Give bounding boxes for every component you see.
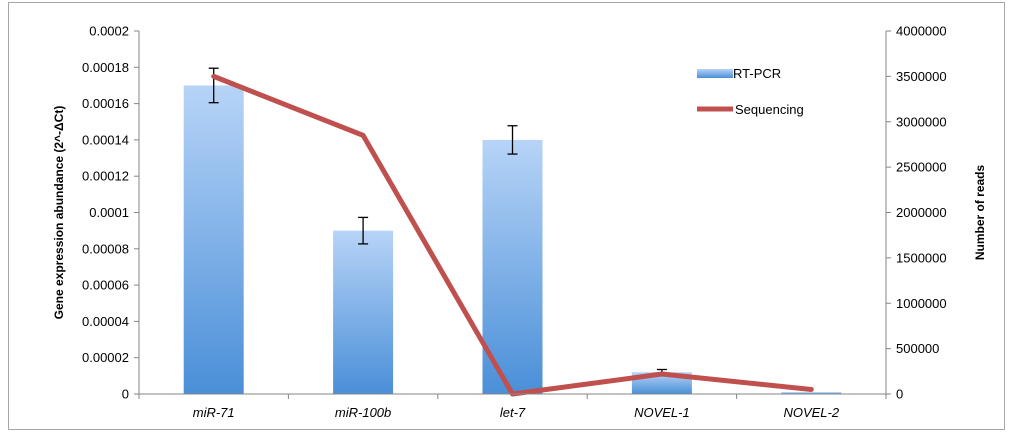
- y-tick-label: 0.00016: [82, 96, 129, 111]
- error-bar-let-7: [507, 125, 518, 155]
- legend-label-rt-pcr: RT-PCR: [733, 66, 781, 81]
- y2-tick-label: 4000000: [896, 24, 947, 39]
- error-bar-mir-100b: [358, 216, 369, 245]
- bar-mir-100b: [333, 230, 394, 394]
- bars-layer: [183, 85, 842, 394]
- error-bars-layer: [208, 67, 667, 376]
- y-tick-label: 0.00002: [82, 350, 129, 365]
- y-tick-label: 0.00018: [82, 60, 129, 75]
- y2-tick-label: 2500000: [896, 160, 947, 175]
- bar-mir-71: [183, 85, 244, 394]
- y-tick-label: 0.00006: [82, 278, 129, 293]
- legend-item-sequencing: Sequencing: [697, 102, 804, 117]
- bar-let-7: [482, 139, 543, 394]
- x-tick-label: miR-71: [193, 405, 235, 420]
- legend-label-sequencing: Sequencing: [735, 102, 804, 117]
- y2-tick-label: 3500000: [896, 69, 947, 84]
- y-tick-label: 0.0001: [89, 205, 129, 220]
- y2-tick-label: 2000000: [896, 205, 947, 220]
- y-tick-label: 0: [122, 387, 129, 402]
- y-axis-title: Gene expression abundance (2^-ΔCt): [52, 106, 66, 320]
- y2-tick-label: 3000000: [896, 114, 947, 129]
- combo-chart: 0 0.00002 0.00004 0.00006 0.00008 0.0001 0.000…: [52, 24, 987, 421]
- y2-tick-label: 1500000: [896, 250, 947, 265]
- legend-item-rt-pcr: RT-PCR: [697, 66, 781, 81]
- y-tick-label: 0.00008: [82, 241, 129, 256]
- y-tick-label: 0.00012: [82, 169, 129, 184]
- x-tick-label: miR-100b: [335, 405, 391, 420]
- legend-swatch-bar: [697, 69, 733, 78]
- x-tick-label: let-7: [500, 405, 526, 420]
- y-tick-label: 0.0002: [89, 24, 129, 39]
- y-tick-label: 0.00014: [82, 132, 129, 147]
- chart-frame: 0 0.00002 0.00004 0.00006 0.00008 0.0001 0.000…: [8, 2, 1005, 430]
- legend: RT-PCR Sequencing: [697, 66, 804, 117]
- y2-tick-label: 500000: [896, 341, 939, 356]
- bar-novel-2: [781, 392, 842, 394]
- x-tick-label: NOVEL-2: [783, 405, 839, 420]
- axes-layer: 0 0.00002 0.00004 0.00006 0.00008 0.0001 0.000…: [52, 24, 987, 421]
- y2-tick-label: 0: [896, 387, 903, 402]
- y2-axis-title: Number of reads: [973, 164, 987, 260]
- x-tick-label: NOVEL-1: [634, 405, 690, 420]
- y-tick-label: 0.00004: [82, 314, 129, 329]
- y2-tick-label: 1000000: [896, 296, 947, 311]
